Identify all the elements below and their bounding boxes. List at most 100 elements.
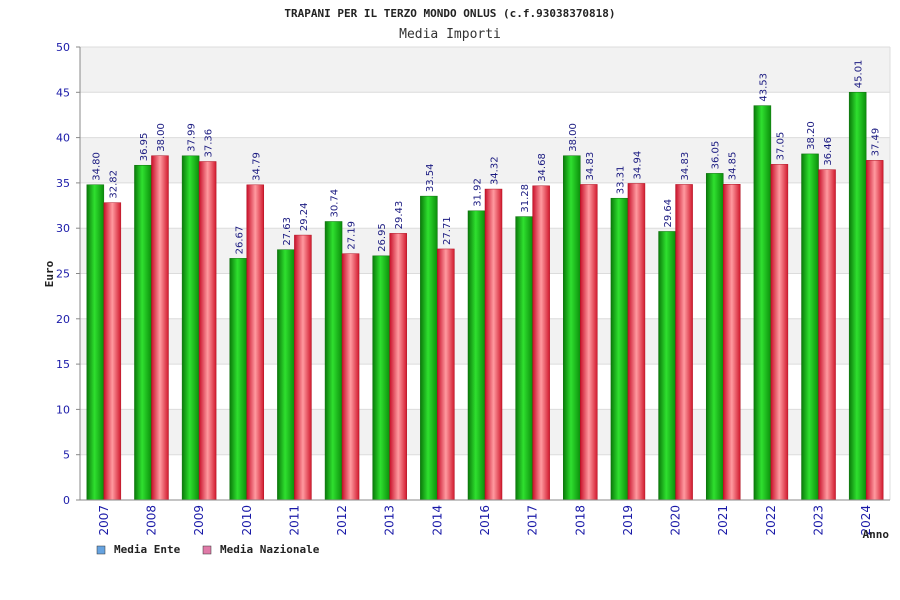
x-axis-label: Anno	[863, 528, 890, 541]
x-tick-label: 2011	[287, 505, 301, 536]
bar-media-nazionale-2022	[770, 164, 789, 501]
legend-label-media-nazionale: Media Nazionale	[220, 543, 320, 556]
bar-media-nazionale-2014	[437, 248, 455, 501]
bar-media-ente-2018	[563, 155, 581, 501]
bar-media-ente-2011	[277, 249, 295, 501]
legend-label-media-ente: Media Ente	[114, 543, 181, 556]
data-label: 34.32	[490, 156, 501, 185]
y-tick-label: 0	[63, 494, 70, 507]
data-label: 34.80	[91, 152, 102, 181]
data-label: 43.53	[758, 73, 769, 102]
data-label: 38.00	[156, 123, 167, 152]
data-label: 37.99	[187, 123, 198, 152]
data-label: 29.43	[394, 201, 405, 230]
bar-media-ente-2016	[467, 210, 486, 501]
bar-media-ente-2024	[848, 91, 867, 501]
x-tick-label: 2009	[192, 505, 206, 536]
data-label: 34.79	[251, 152, 262, 181]
bar-media-nazionale-2018	[580, 184, 598, 501]
x-tick-label: 2014	[430, 505, 444, 536]
y-tick-label: 20	[56, 313, 70, 326]
bar-media-ente-2008	[134, 164, 152, 501]
bar-media-ente-2013	[372, 255, 390, 501]
x-tick-label: 2024	[859, 505, 873, 536]
x-tick-label: 2021	[716, 505, 730, 536]
data-label: 38.20	[806, 121, 817, 150]
data-label: 31.28	[520, 184, 531, 213]
bar-media-nazionale-2021	[722, 184, 741, 501]
x-tick-label: 2019	[621, 505, 635, 536]
data-label: 34.94	[632, 151, 643, 180]
bar-media-nazionale-2008	[151, 155, 169, 501]
x-tick-label: 2017	[526, 505, 540, 536]
grid-band	[80, 47, 890, 93]
bar-media-nazionale-2009	[198, 161, 217, 501]
y-tick-label: 50	[56, 41, 70, 54]
bar-media-ente-2017	[515, 216, 533, 501]
bar-media-ente-2007	[86, 184, 105, 501]
y-tick-label: 35	[56, 177, 70, 190]
bar-media-nazionale-2007	[103, 202, 122, 501]
bar-media-nazionale-2024	[865, 160, 884, 501]
x-tick-label: 2023	[812, 505, 826, 536]
bar-media-ente-2010	[229, 258, 248, 501]
x-tick-label: 2007	[97, 505, 111, 536]
data-label: 27.71	[442, 216, 453, 245]
bar-media-ente-2021	[705, 173, 724, 501]
bars	[86, 91, 884, 501]
data-label: 38.00	[568, 123, 579, 152]
y-tick-label: 25	[56, 268, 70, 281]
bar-media-nazionale-2019	[627, 183, 646, 501]
x-tick-label: 2018	[573, 505, 587, 536]
y-tick-label: 10	[56, 403, 70, 416]
y-tick-label: 45	[56, 86, 70, 99]
x-tick-label: 2008	[144, 505, 158, 536]
data-label: 34.83	[585, 152, 596, 181]
data-label: 26.95	[377, 223, 388, 252]
data-label: 32.82	[108, 170, 119, 199]
bar-media-nazionale-2020	[675, 184, 693, 501]
bar-media-nazionale-2010	[246, 184, 265, 501]
data-label: 36.46	[823, 137, 834, 166]
legend-swatch-media-ente	[96, 545, 106, 555]
x-tick-label: 2010	[240, 505, 254, 536]
data-label: 26.67	[234, 226, 245, 255]
y-tick-label: 5	[63, 449, 70, 462]
bar-media-nazionale-2016	[484, 188, 503, 501]
x-tick-label: 2012	[335, 505, 349, 536]
x-tick-label: 2022	[764, 505, 778, 536]
data-label: 37.49	[871, 128, 882, 157]
y-tick-label: 40	[56, 132, 70, 145]
data-labels: 34.80 32.82 36.95 38.00 37.99 37.36 26.67 34.79…	[91, 60, 881, 255]
data-label: 33.31	[615, 166, 626, 195]
bar-media-ente-2019	[610, 197, 629, 501]
data-label: 33.54	[425, 163, 436, 192]
bar-media-nazionale-2011	[294, 234, 312, 501]
chart-title: TRAPANI PER IL TERZO MONDO ONLUS (c.f.93…	[284, 7, 615, 20]
x-tick-label: 2013	[383, 505, 397, 536]
data-label: 31.92	[473, 178, 484, 207]
data-label: 36.05	[711, 141, 722, 170]
bar-media-ente-2014	[420, 195, 438, 501]
bar-media-ente-2012	[324, 221, 343, 501]
data-label: 30.74	[330, 189, 341, 218]
y-tick-label: 15	[56, 358, 70, 371]
x-axis-ticks: 2007 2008 2009 2010 2011 2012 2013 2014 2016 2017…	[97, 505, 873, 536]
data-label: 37.05	[775, 132, 786, 161]
data-label: 27.63	[282, 217, 293, 246]
data-label: 34.83	[680, 152, 691, 181]
bar-media-ente-2023	[801, 153, 819, 501]
legend: Media Ente Media Nazionale	[96, 543, 320, 556]
data-label: 34.68	[537, 153, 548, 182]
data-label: 29.64	[663, 199, 674, 228]
chart-subtitle: Media Importi	[399, 27, 501, 42]
data-label: 29.24	[299, 202, 310, 231]
x-tick-label: 2016	[478, 505, 492, 536]
data-label: 27.19	[347, 221, 358, 250]
bar-media-nazionale-2017	[532, 185, 550, 501]
y-axis-ticks: 0 5 10 15 20 25 30 35 40 45 50	[56, 41, 80, 507]
y-axis-label: Euro	[43, 260, 56, 287]
y-tick-label: 30	[56, 222, 70, 235]
bar-media-ente-2009	[181, 155, 200, 501]
